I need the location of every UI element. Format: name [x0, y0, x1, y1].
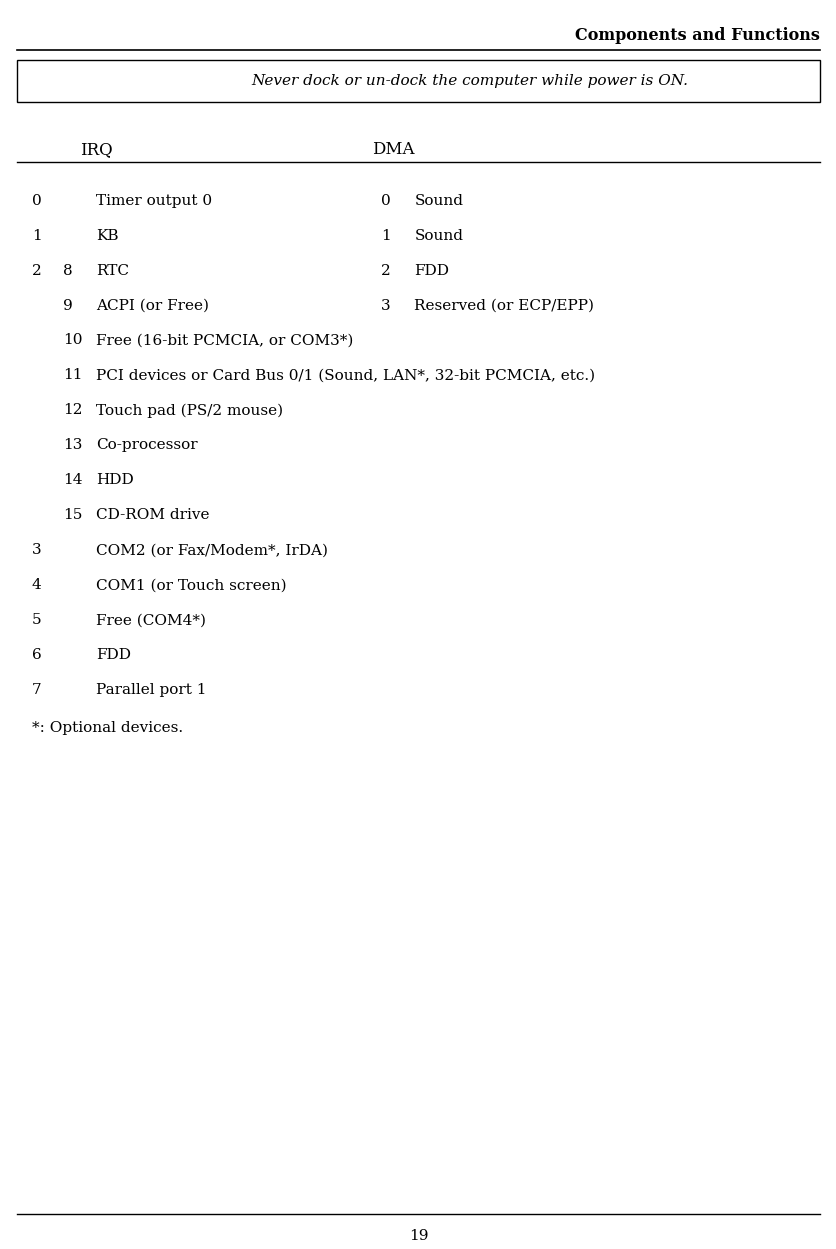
Text: 5: 5: [32, 613, 41, 627]
Text: FDD: FDD: [414, 264, 449, 277]
Text: Co-processor: Co-processor: [96, 438, 197, 452]
Text: IRQ: IRQ: [80, 141, 112, 159]
Text: 12: 12: [63, 403, 82, 417]
Text: 3: 3: [32, 543, 41, 557]
Text: 3: 3: [380, 299, 390, 312]
Text: COM2 (or Fax/Modem*, IrDA): COM2 (or Fax/Modem*, IrDA): [96, 543, 328, 557]
Text: CD-ROM drive: CD-ROM drive: [96, 508, 210, 522]
Text: Free (16-bit PCMCIA, or COM3*): Free (16-bit PCMCIA, or COM3*): [96, 333, 353, 347]
Text: Timer output 0: Timer output 0: [96, 194, 212, 207]
Text: 2: 2: [380, 264, 390, 277]
Text: 1: 1: [32, 229, 42, 242]
Text: 1: 1: [380, 229, 390, 242]
Text: Parallel port 1: Parallel port 1: [96, 683, 206, 697]
Text: 15: 15: [63, 508, 82, 522]
Text: FDD: FDD: [96, 648, 131, 662]
Text: 0: 0: [380, 194, 390, 207]
Text: KB: KB: [96, 229, 119, 242]
Text: 0: 0: [32, 194, 42, 207]
Text: COM1 (or Touch screen): COM1 (or Touch screen): [96, 578, 287, 592]
Text: 11: 11: [63, 368, 82, 382]
Text: 19: 19: [408, 1229, 428, 1243]
Text: RTC: RTC: [96, 264, 129, 277]
Text: 4: 4: [32, 578, 42, 592]
Text: DMA: DMA: [372, 141, 414, 159]
Text: 2: 2: [32, 264, 42, 277]
FancyBboxPatch shape: [17, 60, 819, 102]
Text: 8: 8: [63, 264, 72, 277]
Text: Free (COM4*): Free (COM4*): [96, 613, 206, 627]
Text: Never dock or un-dock the computer while power is ON.: Never dock or un-dock the computer while…: [251, 74, 687, 89]
Text: 9: 9: [63, 299, 73, 312]
Text: 6: 6: [32, 648, 42, 662]
Text: Sound: Sound: [414, 194, 463, 207]
Text: PCI devices or Card Bus 0/1 (Sound, LAN*, 32-bit PCMCIA, etc.): PCI devices or Card Bus 0/1 (Sound, LAN*…: [96, 368, 594, 382]
Text: Touch pad (PS/2 mouse): Touch pad (PS/2 mouse): [96, 403, 283, 418]
Text: *: Optional devices.: *: Optional devices.: [32, 721, 183, 734]
Text: 7: 7: [32, 683, 41, 697]
Text: ACPI (or Free): ACPI (or Free): [96, 299, 209, 312]
Text: Reserved (or ECP/EPP): Reserved (or ECP/EPP): [414, 299, 594, 312]
Text: 10: 10: [63, 333, 82, 347]
Text: HDD: HDD: [96, 473, 134, 487]
Text: Sound: Sound: [414, 229, 463, 242]
Text: 14: 14: [63, 473, 82, 487]
Text: 13: 13: [63, 438, 82, 452]
Text: Components and Functions: Components and Functions: [574, 27, 819, 45]
